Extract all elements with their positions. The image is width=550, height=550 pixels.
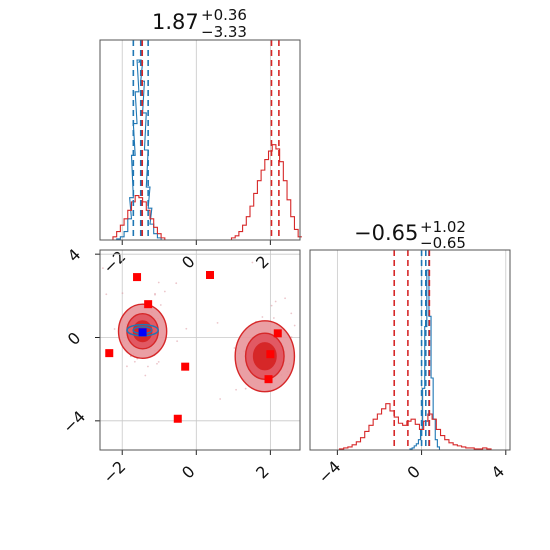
param2-title-plus: +1.02 xyxy=(420,218,466,236)
param1-marginal-panel: −2 0 2 xyxy=(99,39,302,277)
param1-marginal-xtick-label: 0 xyxy=(178,252,199,273)
joint-sample-point xyxy=(306,388,308,390)
joint-xtick-label: 2 xyxy=(252,462,273,483)
joint-sample-point xyxy=(147,365,149,368)
joint-panel: −2 0 2 −4 0 4 xyxy=(59,245,324,487)
joint-sample-point xyxy=(157,281,160,284)
param2-title-minus: −0.65 xyxy=(420,234,466,252)
param1-title: 1.87 +0.36 −3.33 xyxy=(152,6,247,41)
joint-red-marker xyxy=(266,350,275,359)
joint-sample-point xyxy=(175,282,178,285)
joint-xtick-label: 0 xyxy=(178,462,199,483)
joint-sample-point xyxy=(219,398,222,400)
param1-marginal-hist-series-1 xyxy=(109,144,302,241)
param2-marginal-xtick-label: 4 xyxy=(488,462,509,483)
joint-ytick-label: −4 xyxy=(59,407,89,437)
joint-sample-point xyxy=(233,347,236,349)
joint-sample-point xyxy=(121,292,124,295)
param2-marginal-frame xyxy=(309,249,511,451)
param2-marginal-xtick-label: 0 xyxy=(403,462,424,483)
joint-sample-point xyxy=(185,327,188,330)
param1-marginal-hist-series-0 xyxy=(112,59,165,241)
joint-sample-point xyxy=(322,317,324,319)
param1-title-median: 1.87 xyxy=(152,10,199,34)
param2-marginal-xtick-label: −4 xyxy=(314,457,344,487)
joint-red-marker xyxy=(264,375,273,384)
joint-sample-point xyxy=(251,261,254,264)
joint-sample-point xyxy=(144,374,147,377)
param2-marginal-hist-series-1 xyxy=(335,403,496,451)
joint-sample-point xyxy=(113,328,116,330)
joint-red-marker xyxy=(206,271,214,279)
param2-marginal-hist-series-0 xyxy=(407,269,442,451)
joint-sample-point xyxy=(157,360,160,363)
param1-title-minus: −3.33 xyxy=(201,23,247,41)
joint-plot-area xyxy=(101,261,324,423)
joint-sample-point xyxy=(154,292,156,295)
joint-ytick-label: 4 xyxy=(64,245,85,266)
joint-frame xyxy=(99,249,301,451)
joint-sample-point xyxy=(133,360,136,363)
joint-sample-point xyxy=(235,388,237,391)
joint-sample-point xyxy=(274,300,277,303)
param1-marginal-xtick-label: 2 xyxy=(252,252,273,273)
joint-red-marker xyxy=(105,349,114,358)
param2-marginal-panel: −4 0 4 xyxy=(309,249,511,487)
param1-marginal-xtick-label: −2 xyxy=(99,247,129,277)
joint-sample-point xyxy=(261,316,264,318)
joint-sample-point xyxy=(159,304,162,306)
joint-sample-point xyxy=(290,312,293,315)
param2-title-median: −0.65 xyxy=(354,221,418,245)
joint-blue-marker xyxy=(138,328,147,337)
joint-sample-point xyxy=(284,297,286,300)
joint-sample-point xyxy=(293,324,296,327)
joint-xtick-label: −2 xyxy=(99,457,129,487)
joint-sample-point xyxy=(101,267,104,270)
joint-sample-point xyxy=(105,293,108,296)
joint-sample-point xyxy=(126,365,128,368)
joint-red-marker xyxy=(133,273,142,282)
joint-ytick-label: 0 xyxy=(64,328,85,349)
joint-sample-point xyxy=(272,317,275,319)
joint-sample-point xyxy=(290,336,293,339)
joint-sample-point xyxy=(270,304,273,307)
joint-sample-point xyxy=(156,362,158,365)
joint-sample-point xyxy=(216,321,219,324)
joint-red-marker xyxy=(273,329,282,338)
joint-contour-red-1-2 xyxy=(252,342,277,371)
joint-red-marker xyxy=(181,362,190,371)
joint-sample-point xyxy=(319,398,321,400)
joint-sample-point xyxy=(163,290,166,293)
joint-sample-point xyxy=(303,383,305,385)
param1-marginal-frame xyxy=(99,39,301,241)
joint-sample-point xyxy=(176,340,179,343)
joint-red-marker xyxy=(144,300,153,309)
param1-title-plus: +0.36 xyxy=(201,6,247,24)
param2-title: −0.65 +1.02 −0.65 xyxy=(354,218,466,252)
joint-red-marker xyxy=(173,414,182,423)
joint-sample-point xyxy=(244,387,247,390)
